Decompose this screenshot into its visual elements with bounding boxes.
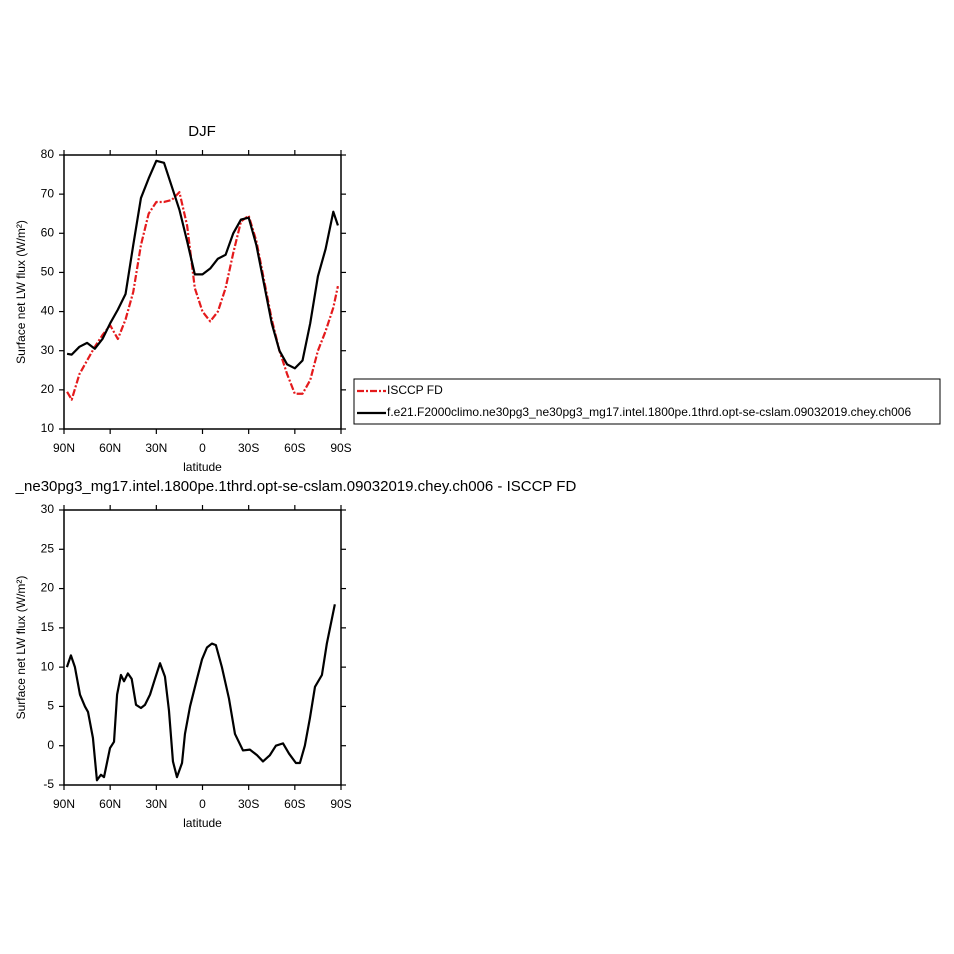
x-tick-label: 90S bbox=[330, 797, 351, 811]
y-axis-label: Surface net LW flux (W/m²) bbox=[14, 220, 28, 364]
y-tick-label: 25 bbox=[41, 541, 55, 555]
x-tick-label: 60S bbox=[284, 797, 305, 811]
x-tick-label: 30S bbox=[238, 797, 259, 811]
x-tick-label: 0 bbox=[199, 797, 206, 811]
x-tick-label: 30N bbox=[145, 441, 167, 455]
y-tick-label: 10 bbox=[41, 421, 55, 435]
data-line bbox=[66, 191, 339, 401]
x-tick-label: 60S bbox=[284, 441, 305, 455]
x-tick-label: 90S bbox=[330, 441, 351, 455]
y-tick-label: 5 bbox=[47, 699, 54, 713]
x-tick-label: 60N bbox=[99, 797, 121, 811]
x-tick-label: 90N bbox=[53, 797, 75, 811]
plot-frame bbox=[63, 154, 342, 430]
y-tick-label: 30 bbox=[41, 502, 55, 516]
y-tick-label: 60 bbox=[41, 225, 55, 239]
y-tick-label: 70 bbox=[41, 186, 55, 200]
chart-title: _ne30pg3_mg17.intel.1800pe.1thrd.opt-se-… bbox=[15, 478, 577, 495]
data-line bbox=[66, 159, 339, 370]
y-tick-label: 50 bbox=[41, 265, 55, 279]
data-line bbox=[65, 604, 336, 782]
legend-label: ISCCP FD bbox=[387, 383, 443, 397]
chart-title: DJF bbox=[188, 123, 216, 140]
x-axis-label: latitude bbox=[183, 460, 222, 474]
legend-box bbox=[353, 378, 941, 425]
y-tick-label: -5 bbox=[43, 777, 54, 791]
x-tick-label: 30N bbox=[145, 797, 167, 811]
y-tick-label: 80 bbox=[41, 147, 55, 161]
y-tick-label: 20 bbox=[41, 382, 55, 396]
legend-label: f.e21.F2000climo.ne30pg3_ne30pg3_mg17.in… bbox=[387, 405, 911, 419]
y-axis-label: Surface net LW flux (W/m²) bbox=[14, 576, 28, 720]
x-tick-label: 0 bbox=[199, 441, 206, 455]
y-tick-label: 0 bbox=[47, 738, 54, 752]
y-tick-label: 10 bbox=[41, 659, 55, 673]
y-tick-label: 40 bbox=[41, 304, 55, 318]
y-tick-label: 30 bbox=[41, 343, 55, 357]
x-tick-label: 60N bbox=[99, 441, 121, 455]
y-tick-label: 20 bbox=[41, 581, 55, 595]
plot-frame bbox=[63, 509, 342, 786]
x-tick-label: 30S bbox=[238, 441, 259, 455]
x-axis-label: latitude bbox=[183, 816, 222, 830]
y-tick-label: 15 bbox=[41, 620, 55, 634]
x-tick-label: 90N bbox=[53, 441, 75, 455]
